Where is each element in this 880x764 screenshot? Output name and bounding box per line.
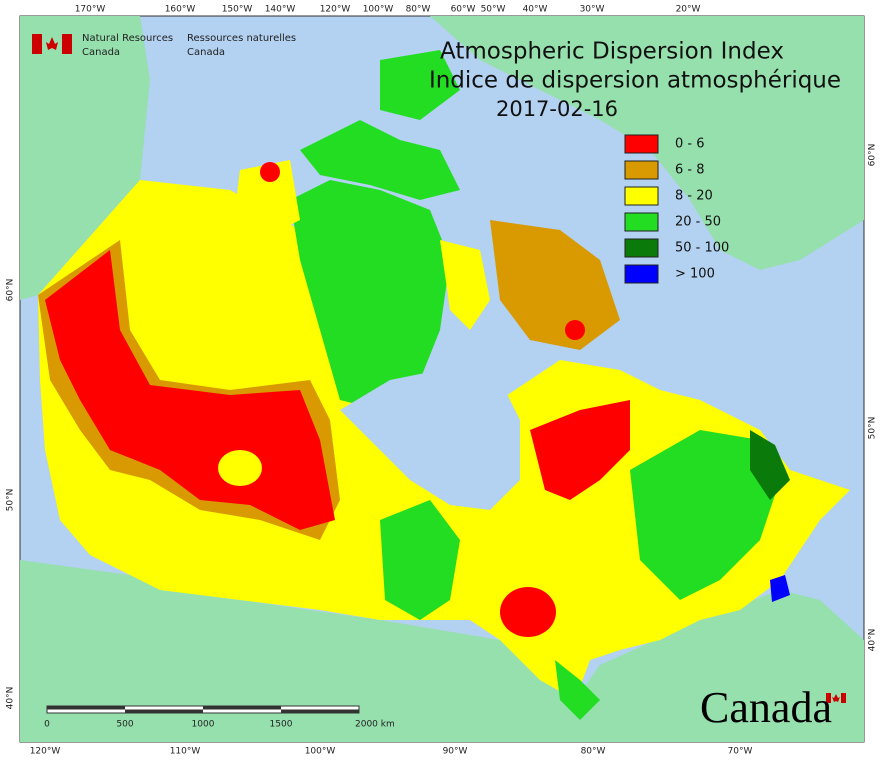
top-longitude: 160°W bbox=[165, 5, 196, 15]
agency-en: Natural Resources bbox=[82, 33, 173, 44]
arctic-island bbox=[440, 240, 490, 330]
zone-gt-100 bbox=[770, 575, 790, 602]
legend-label: 50 - 100 bbox=[675, 241, 729, 256]
top-longitude: 30°W bbox=[580, 5, 605, 15]
alaska bbox=[20, 16, 150, 300]
legend-label: > 100 bbox=[675, 267, 715, 282]
legend-label: 0 - 6 bbox=[675, 137, 705, 152]
bottom-longitude: 90°W bbox=[443, 747, 468, 757]
title-date: 2017-02-16 bbox=[496, 97, 618, 121]
agency-fr: Canada bbox=[187, 47, 225, 58]
zone-8-20 bbox=[218, 450, 262, 486]
bottom-longitude: 80°W bbox=[581, 747, 606, 757]
zone-0-6 bbox=[260, 162, 280, 182]
left-latitude: 60°N bbox=[6, 279, 16, 302]
right-latitude: 60°N bbox=[868, 144, 878, 167]
scale-label: 1000 bbox=[192, 720, 215, 730]
legend-label: 20 - 50 bbox=[675, 215, 721, 230]
title-en: Atmospheric Dispersion Index bbox=[440, 39, 784, 65]
arctic-island bbox=[235, 160, 300, 240]
top-longitude: 50°W bbox=[481, 5, 506, 15]
scale-bar bbox=[46, 705, 360, 714]
left-latitude: 50°N bbox=[6, 489, 16, 512]
arctic-island bbox=[380, 50, 460, 120]
legend-swatch bbox=[624, 186, 659, 206]
agency-en: Canada bbox=[82, 47, 120, 58]
bottom-longitude: 100°W bbox=[305, 747, 336, 757]
top-longitude: 20°W bbox=[676, 5, 701, 15]
legend-label: 6 - 8 bbox=[675, 163, 705, 178]
baffin-island bbox=[490, 220, 620, 350]
zone-50-100 bbox=[750, 430, 790, 500]
zone-20-50 bbox=[555, 660, 600, 720]
zone-20-50 bbox=[630, 430, 780, 600]
scale-label: 1500 bbox=[270, 720, 293, 730]
arctic-island bbox=[300, 120, 460, 200]
united-states bbox=[20, 560, 864, 742]
left-latitude: 40°N bbox=[6, 687, 16, 710]
title-fr: Indice de dispersion atmosphérique bbox=[429, 68, 841, 94]
right-latitude: 50°N bbox=[868, 417, 878, 440]
bottom-longitude: 70°W bbox=[728, 747, 753, 757]
right-latitude: 40°N bbox=[868, 629, 878, 652]
legend-label: 8 - 20 bbox=[675, 189, 713, 204]
legend-swatch bbox=[624, 264, 659, 284]
zone-0-6 bbox=[565, 320, 585, 340]
zone-0-6 bbox=[530, 400, 630, 500]
legend-swatch bbox=[624, 212, 659, 232]
top-longitude: 150°W bbox=[222, 5, 253, 15]
top-longitude: 170°W bbox=[75, 5, 106, 15]
scale-label: 500 bbox=[116, 720, 133, 730]
top-longitude: 100°W bbox=[363, 5, 394, 15]
top-longitude: 80°W bbox=[406, 5, 431, 15]
legend-swatch bbox=[624, 134, 659, 154]
scale-label: 2000 km bbox=[355, 720, 395, 730]
legend-swatch bbox=[624, 160, 659, 180]
zone-0-6 bbox=[45, 250, 335, 530]
wordmark: Canada bbox=[700, 683, 832, 732]
bottom-longitude: 110°W bbox=[170, 747, 201, 757]
top-longitude: 120°W bbox=[320, 5, 351, 15]
top-longitude: 60°W bbox=[451, 5, 476, 15]
nrcan-flag bbox=[32, 34, 72, 54]
arctic-island bbox=[290, 180, 450, 410]
bottom-longitude: 120°W bbox=[30, 747, 61, 757]
top-longitude: 140°W bbox=[265, 5, 296, 15]
top-longitude: 40°W bbox=[523, 5, 548, 15]
hudson-bay bbox=[340, 370, 520, 510]
scale-label: 0 bbox=[44, 720, 50, 730]
wordmark-flag bbox=[826, 693, 846, 703]
legend-swatch bbox=[624, 238, 659, 258]
agency-fr: Ressources naturelles bbox=[187, 33, 296, 44]
zone-20-50 bbox=[380, 500, 460, 620]
zone-0-6 bbox=[500, 587, 556, 637]
